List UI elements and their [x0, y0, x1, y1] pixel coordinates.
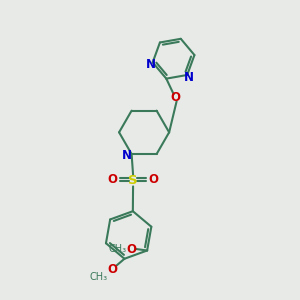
Text: O: O	[170, 91, 180, 104]
Text: O: O	[126, 242, 136, 256]
Text: O: O	[149, 172, 159, 185]
Text: N: N	[146, 58, 156, 71]
Text: CH₃: CH₃	[109, 244, 127, 254]
Text: N: N	[184, 71, 194, 84]
Text: N: N	[122, 149, 132, 162]
Text: S: S	[128, 174, 138, 187]
Text: O: O	[107, 263, 117, 276]
Text: CH₃: CH₃	[90, 272, 108, 282]
Text: O: O	[107, 172, 118, 185]
